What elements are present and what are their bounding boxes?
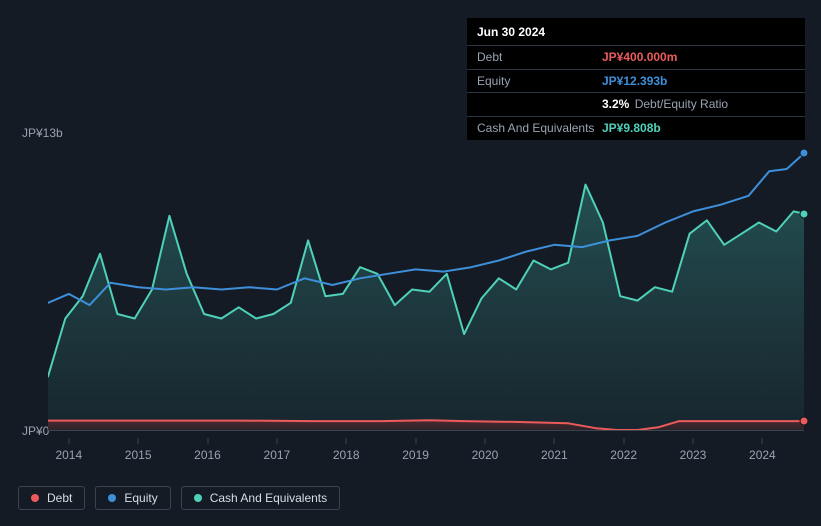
x-tick-label: 2021: [541, 448, 568, 462]
tooltip-row: DebtJP¥400.000m: [467, 46, 805, 70]
legend-item-equity[interactable]: Equity: [95, 486, 170, 510]
debt-end-marker: [800, 417, 809, 426]
chart-plot-area: [48, 140, 804, 430]
x-axis-line: [48, 430, 804, 431]
x-tick-mark: [693, 438, 694, 444]
x-tick-label: 2023: [680, 448, 707, 462]
x-tick-label: 2019: [402, 448, 429, 462]
tooltip-row-label: [477, 96, 602, 113]
x-tick-mark: [762, 438, 763, 444]
cash-end-marker: [800, 209, 809, 218]
y-axis-min-label: JP¥0: [22, 424, 49, 438]
legend-label: Cash And Equivalents: [210, 491, 327, 505]
tooltip-row-value: 3.2% Debt/Equity Ratio: [602, 96, 728, 113]
x-tick-label: 2024: [749, 448, 776, 462]
chart-legend: Debt Equity Cash And Equivalents: [18, 486, 340, 510]
tooltip-row: EquityJP¥12.393b: [467, 70, 805, 94]
cash-area: [48, 185, 804, 430]
x-tick-label: 2014: [55, 448, 82, 462]
tooltip-row-label: Equity: [477, 73, 602, 90]
x-tick-mark: [554, 438, 555, 444]
tooltip-row: 3.2% Debt/Equity Ratio: [467, 93, 805, 117]
tooltip-row-value: JP¥12.393b: [602, 73, 667, 90]
x-tick-mark: [346, 438, 347, 444]
x-tick-mark: [415, 438, 416, 444]
x-tick-label: 2016: [194, 448, 221, 462]
legend-label: Debt: [47, 491, 72, 505]
x-tick-mark: [138, 438, 139, 444]
legend-item-debt[interactable]: Debt: [18, 486, 85, 510]
equity-end-marker: [800, 149, 809, 158]
x-tick-mark: [68, 438, 69, 444]
x-tick-mark: [276, 438, 277, 444]
tooltip-row-value: JP¥400.000m: [602, 49, 677, 66]
y-axis-max-label: JP¥13b: [22, 126, 63, 140]
legend-dot-icon: [31, 494, 39, 502]
tooltip-row-label: Debt: [477, 49, 602, 66]
tooltip-row-sublabel: Debt/Equity Ratio: [631, 97, 728, 111]
legend-dot-icon: [108, 494, 116, 502]
x-axis: 2014201520162017201820192020202120222023…: [48, 438, 804, 458]
x-tick-label: 2022: [610, 448, 637, 462]
legend-label: Equity: [124, 491, 157, 505]
legend-dot-icon: [194, 494, 202, 502]
x-tick-label: 2017: [264, 448, 291, 462]
x-tick-mark: [207, 438, 208, 444]
x-tick-label: 2020: [472, 448, 499, 462]
x-tick-mark: [484, 438, 485, 444]
x-tick-label: 2015: [125, 448, 152, 462]
legend-item-cash[interactable]: Cash And Equivalents: [181, 486, 340, 510]
tooltip-date: Jun 30 2024: [467, 18, 805, 46]
financial-chart[interactable]: JP¥13b JP¥0 2014201520162017201820192020…: [0, 120, 821, 470]
x-tick-label: 2018: [333, 448, 360, 462]
x-tick-mark: [623, 438, 624, 444]
